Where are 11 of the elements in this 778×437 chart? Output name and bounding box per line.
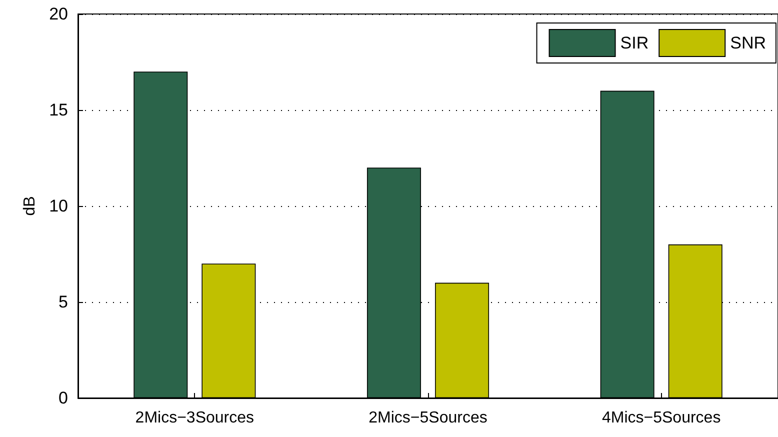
y-axis-title: dB <box>22 196 38 216</box>
y-tick-label: 10 <box>49 196 68 216</box>
x-tick-label: 2Mics−5Sources <box>368 410 488 426</box>
y-tick-label: 15 <box>49 100 68 120</box>
legend-label: SIR <box>620 34 649 52</box>
y-tick-label: 20 <box>49 4 68 24</box>
x-tick-label: 4Mics−5Sources <box>602 410 721 426</box>
legend-label: SNR <box>730 34 766 52</box>
y-tick-label: 0 <box>58 388 68 408</box>
y-tick-label: 5 <box>58 292 68 312</box>
x-tick-label: 2Mics−3Sources <box>135 410 254 426</box>
